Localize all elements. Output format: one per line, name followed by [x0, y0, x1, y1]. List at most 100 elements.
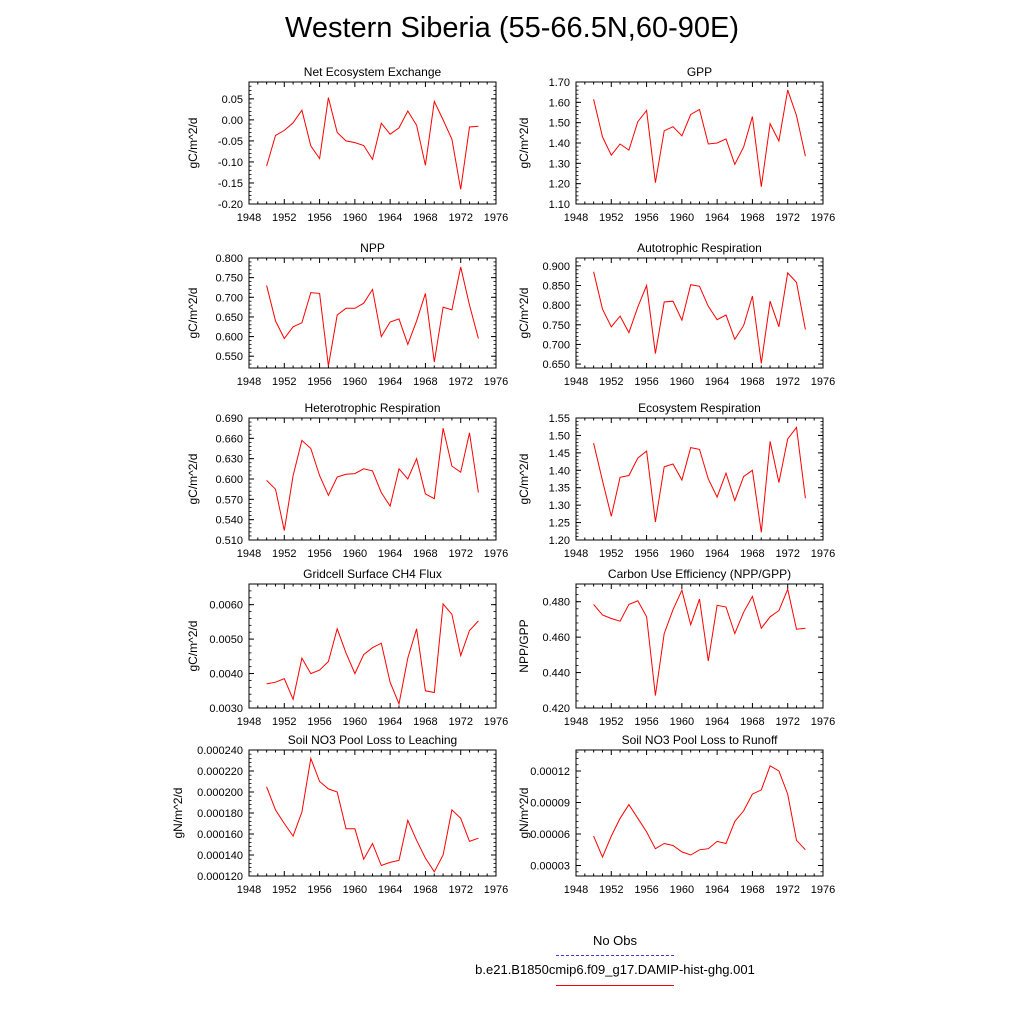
x-tick-label: 1956 [634, 212, 658, 224]
y-tick-label: 1.10 [549, 199, 570, 211]
y-tick-label: 0.00 [222, 115, 243, 127]
y-tick-label: 1.50 [549, 118, 570, 130]
panel-title: Net Ecosystem Exchange [304, 65, 442, 79]
x-tick-label: 1960 [343, 548, 367, 560]
y-axis-label: gC/m^2/d [186, 118, 200, 169]
series-line [593, 89, 806, 187]
y-tick-label: 1.55 [549, 413, 570, 425]
y-tick-label: 0.660 [215, 433, 243, 445]
x-tick-label: 1972 [775, 212, 799, 224]
panel-title: Gridcell Surface CH4 Flux [303, 567, 442, 581]
panel-title: Ecosystem Respiration [638, 401, 761, 415]
series-line [593, 426, 806, 533]
panel-gpp: GPP 1948 1952 1956 1960 1964 1968 1972 1976 1.10 1… [517, 65, 835, 224]
x-tick-label: 1948 [564, 716, 588, 728]
x-tick-label: 1960 [670, 212, 694, 224]
series-line [266, 756, 479, 873]
panel-carbon-use-efficiency-npp-gpp: Carbon Use Efficiency (NPP/GPP) 1948 1952 1… [517, 567, 835, 728]
panel-ecosystem-respiration: Ecosystem Respiration 1948 1952 1956 1960 196… [517, 401, 835, 560]
x-tick-label: 1948 [237, 716, 261, 728]
x-tick-label: 1960 [670, 548, 694, 560]
y-tick-label: 1.45 [549, 448, 570, 460]
x-tick-label: 1948 [237, 548, 261, 560]
series-line [266, 97, 479, 190]
x-tick-label: 1960 [343, 212, 367, 224]
y-tick-label: 0.600 [215, 474, 243, 486]
x-tick-label: 1972 [448, 716, 472, 728]
plot-frame [248, 81, 497, 205]
y-tick-label: 0.850 [542, 281, 570, 293]
panel-title: Carbon Use Efficiency (NPP/GPP) [608, 567, 791, 581]
x-tick-label: 1972 [775, 376, 799, 388]
y-tick-label: 0.000180 [197, 808, 243, 820]
x-tick-label: 1972 [448, 376, 472, 388]
x-tick-label: 1952 [272, 884, 296, 896]
y-tick-label: 0.440 [542, 668, 570, 680]
x-tick-label: 1952 [599, 212, 623, 224]
y-tick-label: 0.000240 [197, 745, 243, 757]
x-tick-label: 1976 [484, 548, 508, 560]
x-tick-label: 1964 [705, 376, 729, 388]
y-tick-label: 1.30 [549, 500, 570, 512]
y-tick-label: -0.10 [218, 157, 243, 169]
y-tick-label: 0.540 [215, 515, 243, 527]
panel-net-ecosystem-exchange: Net Ecosystem Exchange 1948 1952 1956 1960 19… [186, 65, 508, 224]
x-tick-label: 1968 [413, 212, 437, 224]
y-tick-label: -0.20 [218, 199, 243, 211]
series-line [593, 765, 806, 859]
y-tick-label: 0.700 [542, 339, 570, 351]
x-tick-label: 1956 [307, 376, 331, 388]
y-tick-label: 0.690 [215, 413, 243, 425]
panel-title: Soil NO3 Pool Loss to Runoff [622, 733, 779, 747]
y-tick-label: 1.20 [549, 535, 570, 547]
panel-title: Soil NO3 Pool Loss to Leaching [288, 733, 457, 747]
panel-npp: NPP 1948 1952 1956 1960 1964 1968 1972 1976 0.550… [186, 241, 508, 388]
x-tick-label: 1964 [705, 212, 729, 224]
y-tick-label: 0.0030 [209, 703, 243, 715]
x-tick-label: 1968 [740, 884, 764, 896]
x-tick-label: 1948 [237, 212, 261, 224]
x-tick-label: 1976 [484, 884, 508, 896]
x-tick-label: 1972 [448, 548, 472, 560]
x-tick-label: 1968 [413, 884, 437, 896]
panel-title: Autotrophic Respiration [637, 241, 762, 255]
y-axis-label: gN/m^2/d [171, 788, 185, 839]
x-tick-label: 1960 [670, 376, 694, 388]
y-tick-label: 1.25 [549, 518, 570, 530]
x-tick-label: 1964 [378, 716, 402, 728]
y-tick-label: 1.70 [549, 77, 570, 89]
series-line [593, 587, 806, 696]
y-tick-label: 0.480 [542, 597, 570, 609]
y-tick-label: -0.15 [218, 178, 243, 190]
y-tick-label: 1.40 [549, 138, 570, 150]
y-axis-label: gC/m^2/d [186, 288, 200, 339]
y-tick-label: 1.35 [549, 483, 570, 495]
series-line [266, 428, 479, 531]
y-tick-label: 0.900 [542, 261, 570, 273]
y-tick-label: 0.750 [542, 320, 570, 332]
x-tick-label: 1972 [775, 548, 799, 560]
x-tick-label: 1968 [413, 716, 437, 728]
x-tick-label: 1956 [634, 884, 658, 896]
y-tick-label: 0.600 [215, 332, 243, 344]
y-axis-label: gN/m^2/d [517, 788, 531, 839]
x-tick-label: 1964 [705, 716, 729, 728]
y-tick-label: 0.420 [542, 703, 570, 715]
y-tick-label: 0.750 [215, 273, 243, 285]
x-tick-label: 1952 [272, 548, 296, 560]
x-tick-label: 1952 [599, 376, 623, 388]
y-axis-label: gC/m^2/d [517, 118, 531, 169]
y-axis-label: gC/m^2/d [186, 621, 200, 672]
x-tick-label: 1968 [740, 376, 764, 388]
x-tick-label: 1952 [272, 376, 296, 388]
x-tick-label: 1948 [564, 212, 588, 224]
plot-frame [575, 257, 824, 369]
y-tick-label: 0.570 [215, 494, 243, 506]
y-axis-label: gC/m^2/d [186, 454, 200, 505]
series-line [266, 602, 479, 706]
figure-title: Western Siberia (55-66.5N,60-90E) [284, 12, 740, 44]
y-tick-label: 1.60 [549, 97, 570, 109]
x-tick-label: 1956 [307, 716, 331, 728]
x-tick-label: 1972 [775, 716, 799, 728]
